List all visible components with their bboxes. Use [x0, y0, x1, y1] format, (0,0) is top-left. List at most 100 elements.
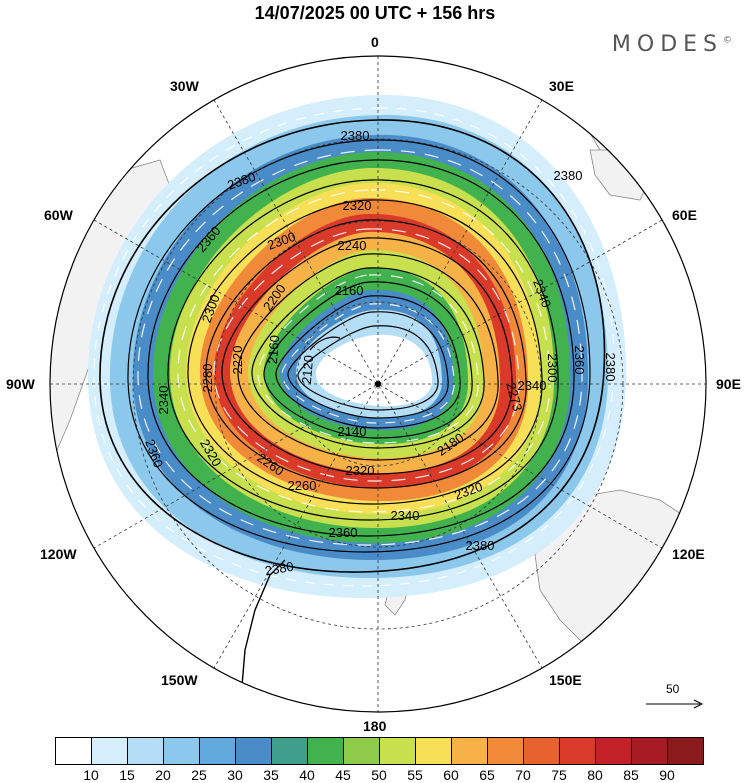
- lon-label-90w: 90W: [6, 376, 35, 392]
- contour-label: 2220: [230, 346, 245, 375]
- colorbar-swatch: [127, 737, 164, 765]
- colorbar-swatch: [91, 737, 128, 765]
- contour-label: 2160: [335, 283, 364, 298]
- colorbar-tick-label: 15: [119, 767, 135, 783]
- colorbar-swatch: [271, 737, 308, 765]
- colorbar-tick-label: 50: [371, 767, 387, 783]
- coastline-line: [239, 559, 286, 711]
- lon-label-60e: 60E: [672, 207, 697, 223]
- reference-vector: 50: [640, 682, 710, 712]
- map-title: 14/07/2025 00 UTC + 156 hrs: [254, 3, 496, 23]
- latitude-circle-mid: [214, 220, 542, 548]
- colorbar-tick-label: 30: [227, 767, 243, 783]
- contour-2240: [237, 253, 499, 461]
- colorbar-tick-label: 45: [335, 767, 351, 783]
- colorbar-tick-label: 65: [479, 767, 495, 783]
- colorbar-tick-label: 75: [551, 767, 567, 783]
- colorbar-swatch: [631, 737, 668, 765]
- colorbar-tick-label: 10: [83, 767, 99, 783]
- shade-core-calm: [315, 334, 433, 407]
- contour-2360: [127, 139, 591, 553]
- contour-label: 2260: [288, 478, 317, 493]
- contour-2300: [187, 199, 543, 505]
- contour-2260: [221, 237, 513, 475]
- colorbar-swatch: [415, 737, 452, 765]
- height-contours: [99, 119, 606, 573]
- meridian-30e-150w: [213, 99, 543, 669]
- colorbar-swatch: [343, 737, 380, 765]
- contour-label: 2340: [391, 508, 420, 523]
- colorbar-tick-label: 80: [587, 767, 603, 783]
- colorbar-tick-label: 85: [623, 767, 639, 783]
- lon-label-120w: 120W: [40, 546, 77, 562]
- contour-label: 2320: [346, 463, 375, 478]
- contour-label: 2380: [341, 128, 370, 143]
- colorbar-tick-label: 55: [407, 767, 423, 783]
- colorbar-tick-label: 20: [155, 767, 171, 783]
- colorbar-tick-label: 90: [659, 767, 675, 783]
- contour-label: 2380: [264, 559, 295, 579]
- reference-vector-label: 50: [666, 682, 680, 696]
- contour-label: 2240: [338, 238, 367, 253]
- lon-label-0: 0: [371, 34, 379, 50]
- wind-speed-shading: [87, 94, 627, 599]
- contour-2380: [99, 119, 606, 573]
- lon-label-30w: 30W: [170, 78, 199, 94]
- colorbar-swatch: [307, 737, 344, 765]
- wind-streak-ring2: [177, 189, 551, 513]
- contour-2180: [275, 295, 461, 429]
- colorbar-tick-label: 35: [263, 767, 279, 783]
- lon-label-120e: 120E: [672, 546, 705, 562]
- contour-label: 2300: [545, 354, 560, 383]
- lon-label-90e: 90E: [716, 376, 741, 392]
- contour-label: 2380: [603, 353, 618, 382]
- contour-2220: [251, 267, 485, 449]
- colorbar-tick-label: 70: [515, 767, 531, 783]
- contour-2200: [263, 281, 473, 439]
- contour-label: 2380: [466, 538, 495, 553]
- contour-label: 2360: [572, 346, 587, 375]
- colorbar-swatch: [667, 737, 704, 765]
- colorbar-swatch: [199, 737, 236, 765]
- wind-streak-ring3: [213, 228, 520, 482]
- meridian-60e-120w: [93, 219, 663, 549]
- land-africa-horn: [589, 149, 651, 201]
- colorbar-swatch: [163, 737, 200, 765]
- contour-label: 2320: [343, 198, 372, 213]
- contour-label: 2140: [338, 424, 367, 439]
- south-pole-dot: [375, 381, 381, 387]
- colorbar-swatch: [487, 737, 524, 765]
- contour-label: 2360: [329, 525, 358, 540]
- copyright-mark: ©: [723, 35, 732, 46]
- contour-label: 2120: [299, 355, 316, 385]
- contour-label: 2340: [518, 378, 547, 393]
- colorbar-swatch: [451, 737, 488, 765]
- contour-2320: [167, 179, 559, 521]
- colorbar-swatch: [55, 737, 92, 765]
- colorbar-swatch: [595, 737, 632, 765]
- lon-label-30e: 30E: [549, 78, 574, 94]
- colorbar-tick-label: 25: [191, 767, 207, 783]
- map-boundary: [49, 55, 707, 713]
- lon-label-150e: 150E: [549, 672, 582, 688]
- contour-2280: [205, 219, 527, 489]
- colorbar-swatch: [523, 737, 560, 765]
- colorbar-swatch: [235, 737, 272, 765]
- contour-label: 2280: [200, 364, 215, 393]
- contour-label: 2380: [554, 168, 583, 183]
- colorbar-tick-label: 60: [443, 767, 459, 783]
- brand-text: MODES: [611, 32, 723, 57]
- wind-vectors: [93, 107, 615, 587]
- lon-label-150w: 150W: [161, 672, 198, 688]
- meridian-60w-120e: [93, 219, 663, 549]
- contour-label: 2160: [265, 335, 282, 365]
- contour-2160: [287, 311, 449, 419]
- graticule: [50, 56, 706, 712]
- wind-streak-ring5: [281, 303, 455, 424]
- wind-streak-ring1: [137, 149, 583, 546]
- colorbar-tick-label: 40: [299, 767, 315, 783]
- latitude-circle-outer: [132, 138, 624, 630]
- colorbar-swatch: [559, 737, 596, 765]
- reference-arrow-icon: [646, 699, 704, 709]
